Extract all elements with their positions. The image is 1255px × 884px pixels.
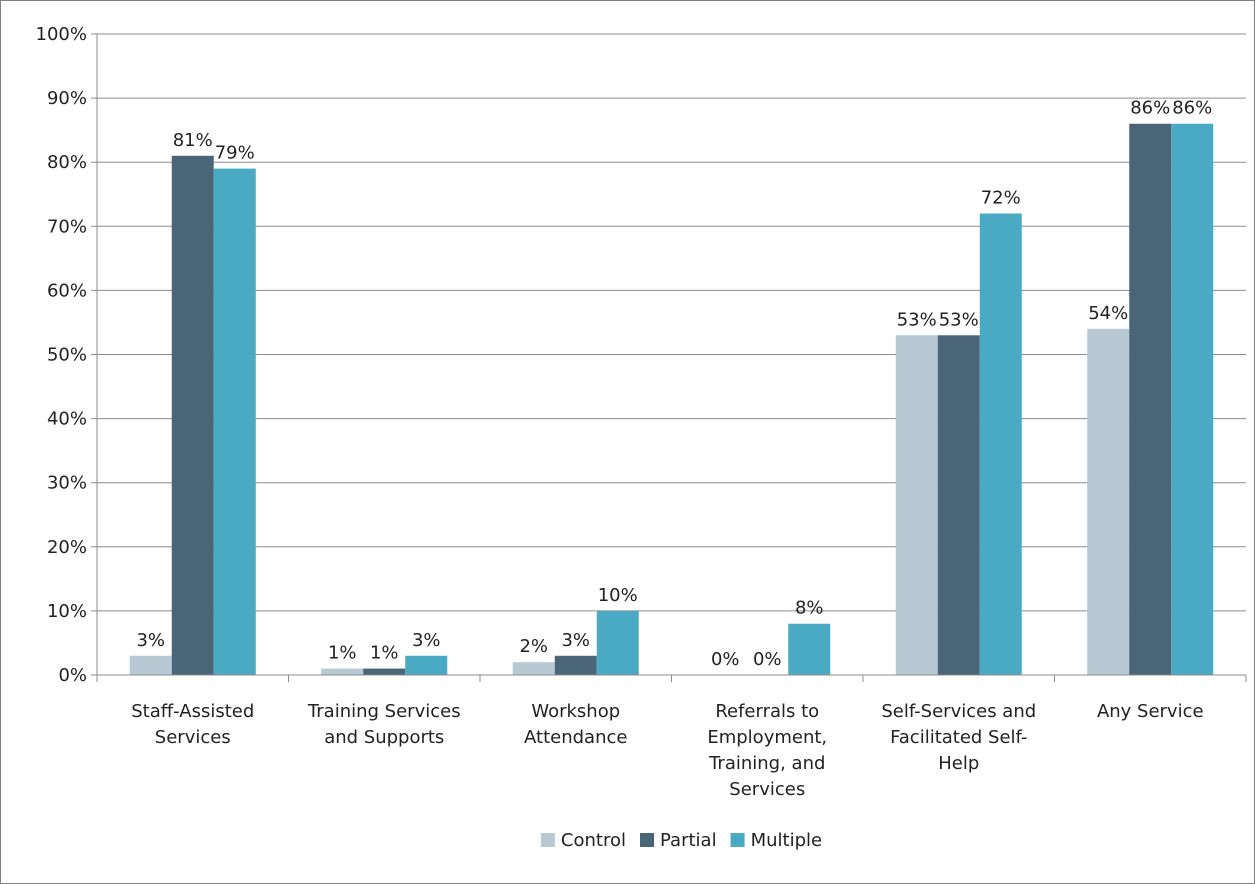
data-label-control: 1% <box>328 643 357 664</box>
bar-multiple <box>979 213 1022 676</box>
data-label-multiple: 86% <box>1172 98 1212 119</box>
bar-control <box>1087 328 1130 675</box>
bar-partial <box>363 668 406 675</box>
x-category-label-line: Employment, <box>707 727 827 748</box>
data-label-control: 0% <box>711 649 740 670</box>
data-label-control: 2% <box>519 636 548 657</box>
y-tick-label: 30% <box>47 473 87 494</box>
bar-multiple <box>405 655 448 675</box>
data-label-control: 53% <box>897 309 937 330</box>
x-category-label: Referrals to Employment, Training, and Serv… <box>707 701 827 800</box>
y-tick-label: 10% <box>47 601 87 622</box>
x-category-label-line: Facilitated Self- <box>890 727 1027 748</box>
y-tick-label: 60% <box>47 280 87 301</box>
bar-control <box>895 335 938 675</box>
data-label-partial: 1% <box>370 643 399 664</box>
x-category-label-line: Help <box>938 753 979 774</box>
y-tick-label: 70% <box>47 216 87 237</box>
y-tick-label: 100% <box>36 24 87 45</box>
x-category-label: Self-Services and Facilitated Self- Help <box>881 701 1036 774</box>
x-category-label-line: Services <box>155 727 231 748</box>
data-label-multiple: 10% <box>598 585 638 606</box>
x-category-label-line: Referrals to <box>715 701 819 722</box>
legend-swatch-partial <box>640 833 654 847</box>
data-label-control: 3% <box>136 630 165 651</box>
x-category-label-line: Attendance <box>524 727 627 748</box>
data-labels: 3% 81%79% 1% 1% 3% 2% 3% 10% 0% 0% 8% 53% 53% 72% 54% 8… <box>136 98 1212 670</box>
bar-partial <box>171 155 214 676</box>
y-tick-label: 80% <box>47 152 87 173</box>
data-label-partial: 0% <box>753 649 782 670</box>
data-label-control: 54% <box>1088 303 1128 324</box>
data-label-partial: 81% <box>173 130 213 151</box>
bar-partial <box>554 655 597 675</box>
bar-partial <box>1129 123 1172 676</box>
legend-label-control: Control <box>561 830 626 851</box>
data-label-partial: 53% <box>939 309 979 330</box>
x-category-label-line: Self-Services and <box>881 701 1036 722</box>
data-label-multiple: 79% <box>215 143 255 164</box>
y-tick-label: 50% <box>47 345 87 366</box>
y-tick-label: 20% <box>47 537 87 558</box>
legend-swatch-multiple <box>730 833 745 847</box>
data-label-multiple: 3% <box>412 630 441 651</box>
legend-label-multiple: Multiple <box>751 830 823 851</box>
bar-control <box>321 668 364 675</box>
bar-multiple <box>213 168 256 676</box>
x-category-label-line: and Supports <box>324 727 444 748</box>
gridlines <box>97 33 1246 612</box>
bar-multiple <box>1171 123 1214 676</box>
x-category-label-line: Training, and <box>708 753 825 774</box>
data-label-multiple: 72% <box>981 187 1021 208</box>
bar-multiple <box>596 610 639 675</box>
data-label-partial: 3% <box>561 630 590 651</box>
x-category-label-line: Staff-Assisted <box>131 701 254 722</box>
bar-control <box>129 655 172 675</box>
y-tick-label: 90% <box>47 88 87 109</box>
x-category-label: Staff-Assisted Services <box>131 701 254 748</box>
x-category-label-line: Workshop <box>531 701 620 722</box>
y-tick-label: 40% <box>47 409 87 430</box>
x-category-label: Training Services and Supports <box>307 701 461 748</box>
legend-swatch-control <box>540 833 555 847</box>
data-label-partial: 86% <box>1130 98 1170 119</box>
bar-control <box>512 662 555 675</box>
legend-label-partial: Partial <box>660 830 717 851</box>
y-tick-label: 0% <box>58 665 87 686</box>
x-category-label-line: Training Services <box>307 701 461 722</box>
bar-multiple <box>788 623 831 675</box>
x-category-label-line: Any Service <box>1097 701 1204 722</box>
bars <box>129 123 1214 676</box>
x-category-label-line: Services <box>729 779 805 800</box>
x-category-label: Any Service <box>1097 701 1204 722</box>
bar-partial <box>937 335 980 675</box>
axes: 0% 10% 20% 30% 40% 50% 60% 70% 80% 90% 100% Staff-A… <box>36 24 1247 800</box>
legend: Control Partial Multiple <box>540 830 823 851</box>
data-label-multiple: 8% <box>795 598 824 619</box>
x-category-label: Workshop Attendance <box>524 701 627 748</box>
